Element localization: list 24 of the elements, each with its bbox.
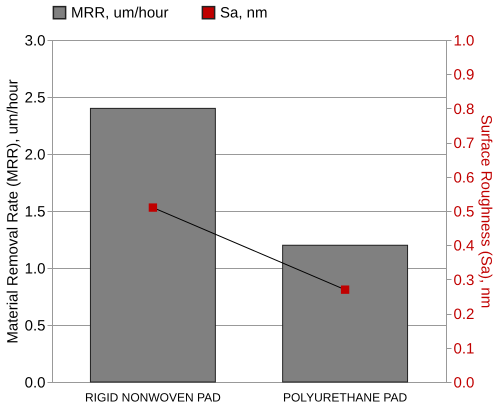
y2-tick-label: 0.2	[454, 306, 474, 324]
x-tick-label: RIGID NONWOVEN PAD	[85, 390, 222, 404]
legend-label: MRR, um/hour	[71, 4, 169, 22]
y-tick-label: 0.5	[24, 318, 46, 334]
y-tick-label: 2.5	[24, 90, 46, 106]
y2-axis-title: Surface Roughness (Sa), nm	[477, 114, 494, 308]
y2-tick-label: 0.3	[454, 272, 474, 289]
y2-tick-label: 0.7	[454, 135, 474, 152]
x-tick-label: POLYURETHANE PAD	[282, 390, 408, 404]
y-tick-label: 1.5	[24, 204, 46, 220]
y-axis-title: Material Removal Rate (MRR), um/hour	[4, 79, 22, 344]
y-tick-label: 1.0	[24, 260, 46, 278]
y-tick-label: 3.0	[24, 32, 46, 50]
y2-tick-label: 0.4	[454, 238, 474, 255]
y2-tick-label: 0.0	[454, 374, 474, 392]
y2-tick-label: 1.0	[454, 32, 474, 50]
legend-label: Sa, nm	[220, 4, 268, 22]
y-tick-label: 0.0	[24, 374, 46, 392]
y2-tick-label: 0.8	[454, 100, 474, 118]
y-tick-label: 2.0	[24, 146, 46, 164]
y2-tick-label: 0.5	[454, 204, 474, 220]
y2-tick-label: 0.1	[454, 340, 474, 358]
y2-tick-label: 0.6	[454, 169, 474, 186]
y2-tick-label: 0.9	[454, 66, 474, 84]
